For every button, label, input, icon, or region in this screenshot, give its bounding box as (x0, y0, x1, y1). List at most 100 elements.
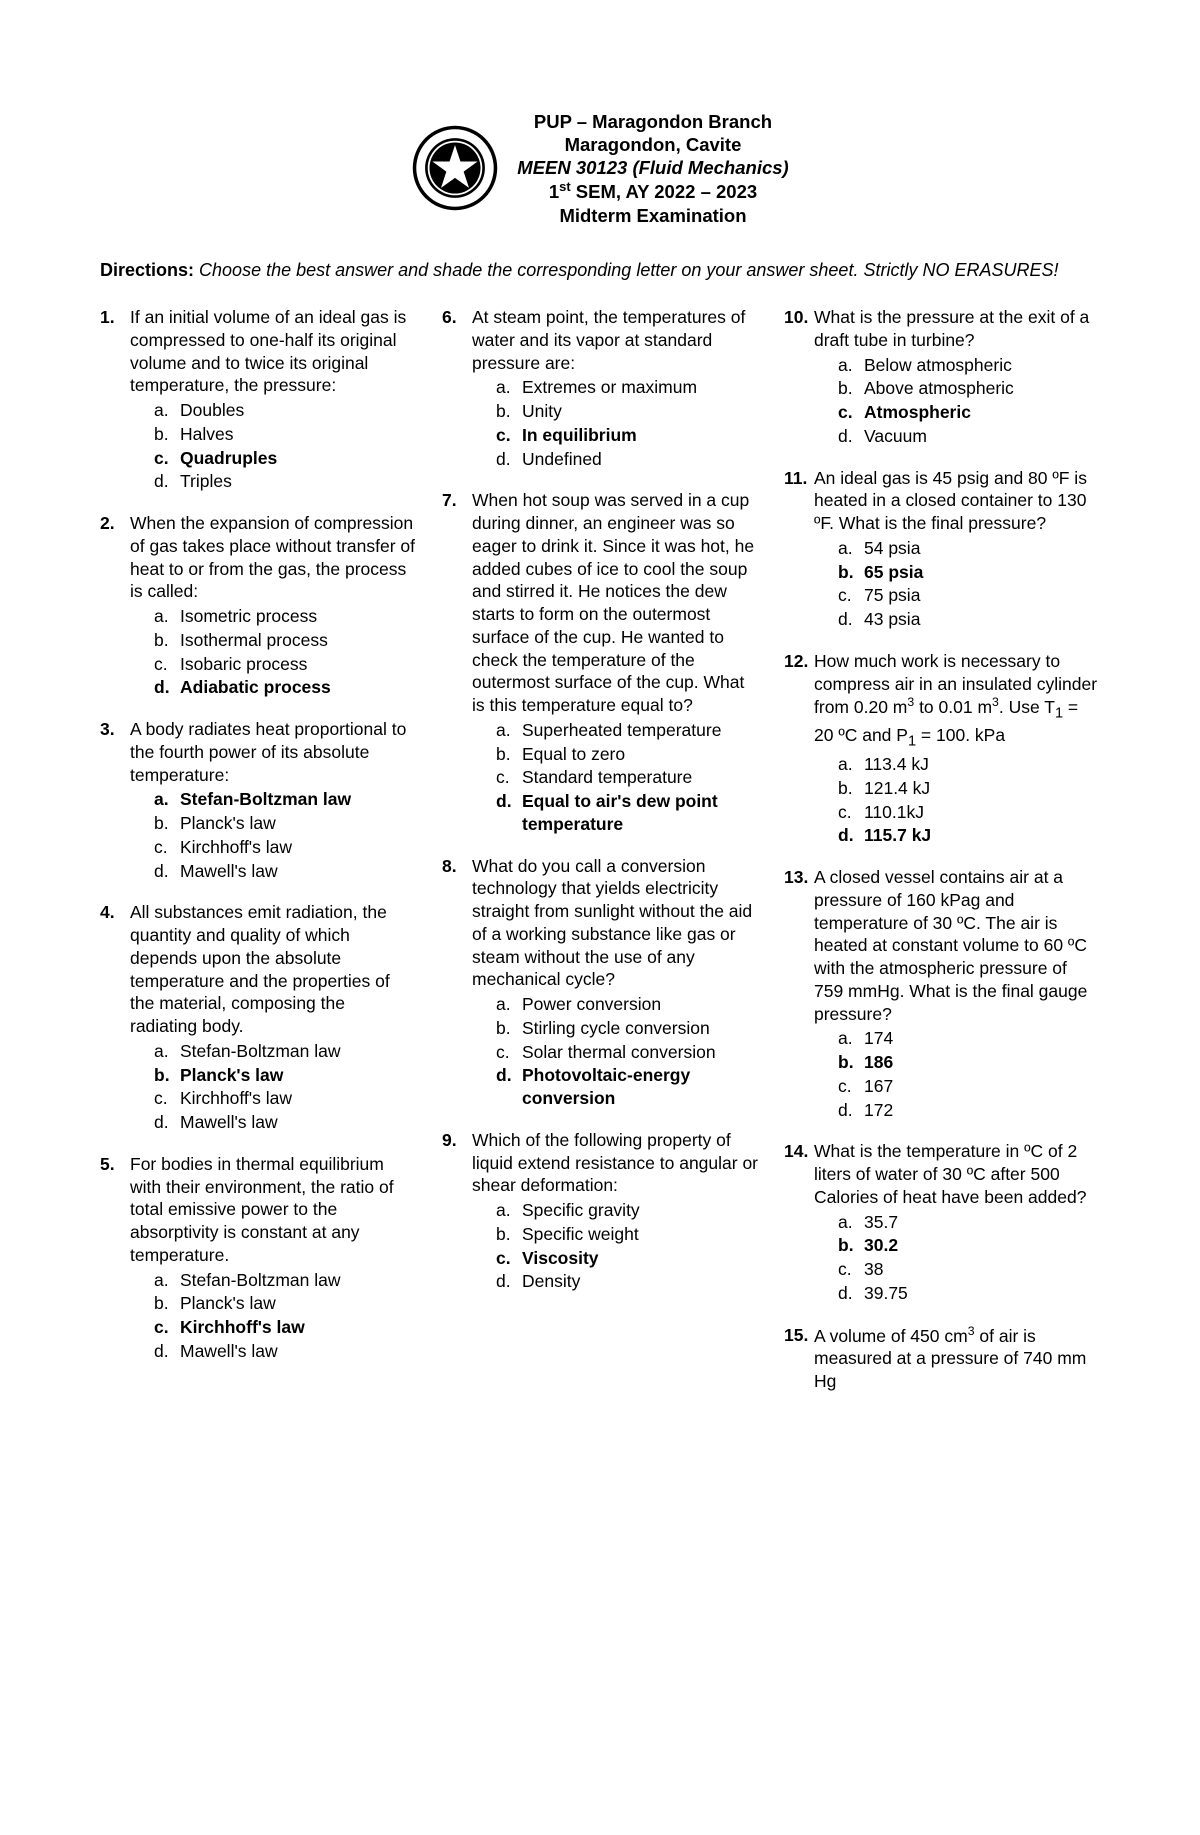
question-body: A volume of 450 cm3 of air is measured a… (814, 1324, 1100, 1393)
option-letter: b. (838, 561, 864, 584)
option: d.Vacuum (838, 425, 1100, 448)
question: 12.How much work is necessary to compres… (784, 650, 1100, 848)
option-letter: a. (838, 753, 864, 776)
option-letter: c. (838, 801, 864, 824)
option-letter: d. (496, 448, 522, 471)
option-letter: c. (838, 1258, 864, 1281)
option-letter: a. (496, 719, 522, 742)
option-text: Unity (522, 400, 562, 423)
option: c.Kirchhoff's law (154, 1316, 416, 1339)
option-text: Mawell's law (180, 1111, 278, 1134)
option: d.Adiabatic process (154, 676, 416, 699)
option-letter: c. (154, 447, 180, 470)
option: d.Mawell's law (154, 1340, 416, 1363)
option: c.Standard temperature (496, 766, 758, 789)
option-text: 113.4 kJ (864, 753, 929, 776)
question-stem: For bodies in thermal equilibrium with t… (130, 1153, 416, 1267)
option-text: 110.1kJ (864, 801, 924, 824)
option-letter: c. (838, 1075, 864, 1098)
option: a.Superheated temperature (496, 719, 758, 742)
option-letter: c. (496, 424, 522, 447)
option: b.121.4 kJ (838, 777, 1100, 800)
option-text: Photovoltaic-energy conversion (522, 1064, 758, 1110)
directions-label: Directions: (100, 260, 194, 280)
option: a.Stefan-Boltzman law (154, 788, 416, 811)
option-letter: b. (154, 812, 180, 835)
option-text: 174 (864, 1027, 893, 1050)
question-number: 8. (442, 855, 472, 878)
option-text: Planck's law (180, 1292, 276, 1315)
option-text: Isothermal process (180, 629, 328, 652)
option-text: 75 psia (864, 584, 920, 607)
option: b.65 psia (838, 561, 1100, 584)
directions-body: Choose the best answer and shade the cor… (194, 260, 1058, 280)
option-letter: a. (496, 376, 522, 399)
options-list: a.54 psiab.65 psiac.75 psiad.43 psia (814, 537, 1100, 631)
question-stem: When hot soup was served in a cup during… (472, 489, 758, 717)
question-body: All substances emit radiation, the quant… (130, 901, 416, 1135)
option: c.Atmospheric (838, 401, 1100, 424)
option: a.54 psia (838, 537, 1100, 560)
option-letter: a. (838, 1211, 864, 1234)
question: 4.All substances emit radiation, the qua… (100, 901, 416, 1135)
question-number: 2. (100, 512, 130, 535)
questions-columns: 1.If an initial volume of an ideal gas i… (100, 306, 1100, 1393)
option: b.30.2 (838, 1234, 1100, 1257)
option-letter: a. (496, 993, 522, 1016)
option-text: Atmospheric (864, 401, 971, 424)
option: b.Unity (496, 400, 758, 423)
option-letter: c. (496, 1247, 522, 1270)
option-text: Density (522, 1270, 580, 1293)
question-stem: What do you call a conversion technology… (472, 855, 758, 992)
option-text: Equal to zero (522, 743, 625, 766)
options-list: a.Below atmosphericb.Above atmosphericc.… (814, 354, 1100, 448)
options-list: a.Extremes or maximumb.Unityc.In equilib… (472, 376, 758, 470)
header-line2: Maragondon, Cavite (517, 133, 788, 156)
option-text: 30.2 (864, 1234, 898, 1257)
option-text: Stefan-Boltzman law (180, 1040, 341, 1063)
question-number: 11. (784, 467, 814, 490)
question: 7.When hot soup was served in a cup duri… (442, 489, 758, 836)
options-list: a.Power conversionb.Stirling cycle conve… (472, 993, 758, 1110)
option-text: 35.7 (864, 1211, 898, 1234)
option-letter: b. (496, 1223, 522, 1246)
question-body: A body radiates heat proportional to the… (130, 718, 416, 883)
option: d.115.7 kJ (838, 824, 1100, 847)
question: 13.A closed vessel contains air at a pre… (784, 866, 1100, 1122)
question-stem: When the expansion of compression of gas… (130, 512, 416, 603)
question-number: 6. (442, 306, 472, 329)
question-number: 1. (100, 306, 130, 329)
option-text: In equilibrium (522, 424, 637, 447)
option: a.Extremes or maximum (496, 376, 758, 399)
option: a.Specific gravity (496, 1199, 758, 1222)
question-body: At steam point, the temperatures of wate… (472, 306, 758, 471)
option-text: Quadruples (180, 447, 277, 470)
option: a.Stefan-Boltzman law (154, 1040, 416, 1063)
option-letter: b. (838, 777, 864, 800)
option: c.In equilibrium (496, 424, 758, 447)
header-text: PUP – Maragondon Branch Maragondon, Cavi… (517, 110, 788, 227)
option: a.Below atmospheric (838, 354, 1100, 377)
header-line3: MEEN 30123 (Fluid Mechanics) (517, 156, 788, 179)
option: b.Specific weight (496, 1223, 758, 1246)
option-letter: a. (838, 1027, 864, 1050)
option-text: Halves (180, 423, 234, 446)
option-text: Viscosity (522, 1247, 599, 1270)
options-list: a.Superheated temperatureb.Equal to zero… (472, 719, 758, 836)
question-stem: How much work is necessary to compress a… (814, 650, 1100, 751)
option: b.Planck's law (154, 1064, 416, 1087)
option-text: Kirchhoff's law (180, 1316, 305, 1339)
option: c.Quadruples (154, 447, 416, 470)
university-logo-icon (411, 124, 499, 212)
question-body: An ideal gas is 45 psig and 80 ºF is hea… (814, 467, 1100, 632)
option-text: Specific gravity (522, 1199, 640, 1222)
option-letter: a. (838, 537, 864, 560)
question-stem: What is the temperature in ºC of 2 liter… (814, 1140, 1100, 1208)
question-body: What is the pressure at the exit of a dr… (814, 306, 1100, 449)
option-letter: c. (154, 653, 180, 676)
option-letter: d. (838, 1099, 864, 1122)
option-letter: a. (496, 1199, 522, 1222)
option: d.Mawell's law (154, 1111, 416, 1134)
option-letter: c. (154, 836, 180, 859)
option-letter: d. (154, 470, 180, 493)
